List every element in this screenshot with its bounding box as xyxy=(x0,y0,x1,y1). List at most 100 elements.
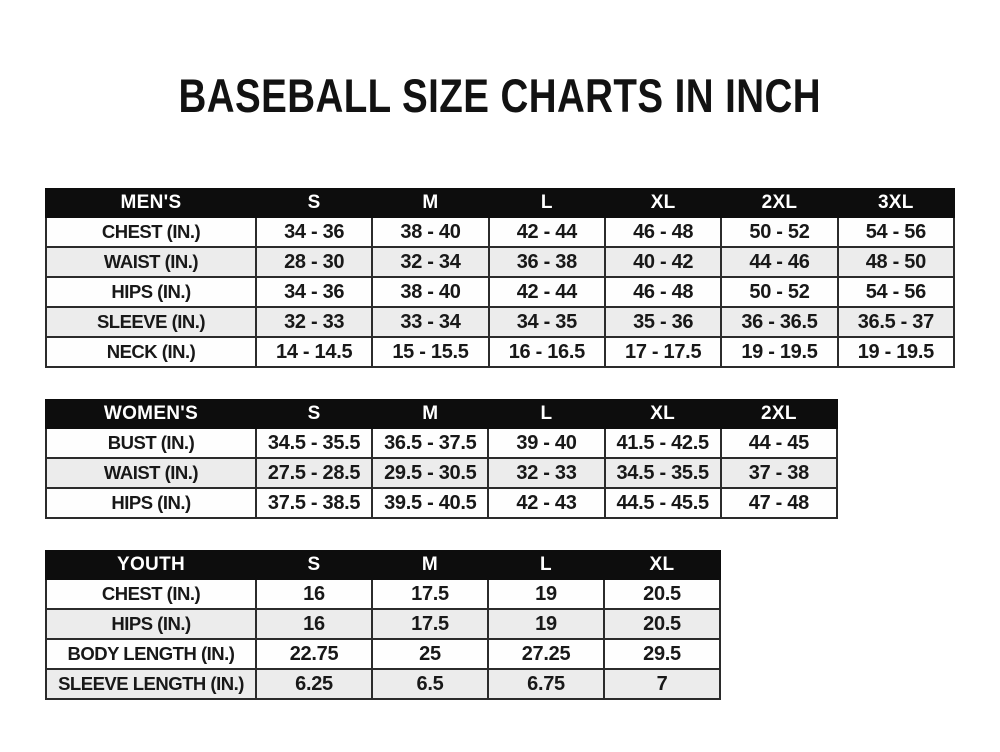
size-value-cell: 27.5 - 28.5 xyxy=(254,457,374,489)
column-header: S xyxy=(255,550,373,580)
table-row: BODY LENGTH (IN.) 22.75 25 27.25 29.5 xyxy=(45,638,721,670)
size-value-cell: 7 xyxy=(603,668,721,700)
column-header: 2XL xyxy=(719,399,839,429)
size-value-cell: 19 xyxy=(487,578,605,610)
size-value-cell: 25 xyxy=(371,638,489,670)
table-row: SLEEVE LENGTH (IN.) 6.25 6.5 6.75 7 xyxy=(45,668,721,700)
table-row: CHEST (IN.) 16 17.5 19 20.5 xyxy=(45,578,721,610)
size-value-cell: 42 - 43 xyxy=(487,487,606,519)
header-row: YOUTH S M L XL xyxy=(45,550,721,580)
size-value-cell: 34 - 35 xyxy=(487,306,606,338)
row-label: HIPS (IN.) xyxy=(45,276,257,308)
size-value-cell: 36 - 38 xyxy=(487,246,606,278)
column-header: XL xyxy=(603,550,721,580)
size-value-cell: 16 xyxy=(255,578,373,610)
size-value-cell: 32 - 33 xyxy=(254,306,374,338)
size-value-cell: 6.75 xyxy=(487,668,605,700)
column-header: L xyxy=(487,188,606,218)
size-value-cell: 20.5 xyxy=(603,608,721,640)
size-value-cell: 34 - 36 xyxy=(254,216,374,248)
row-label: NECK (IN.) xyxy=(45,336,257,368)
size-value-cell: 32 - 33 xyxy=(487,457,606,489)
size-value-cell: 17 - 17.5 xyxy=(603,336,723,368)
womens-group-header: WOMEN'S xyxy=(45,399,257,429)
page-title-text: BASEBALL SIZE CHARTS IN INCH xyxy=(178,69,822,122)
size-value-cell: 37 - 38 xyxy=(719,457,839,489)
size-value-cell: 33 - 34 xyxy=(371,306,490,338)
size-value-cell: 37.5 - 38.5 xyxy=(254,487,374,519)
size-value-cell: 16 - 16.5 xyxy=(487,336,606,368)
size-value-cell: 29.5 xyxy=(603,638,721,670)
row-label: SLEEVE (IN.) xyxy=(45,306,257,338)
column-header: 3XL xyxy=(836,188,956,218)
size-value-cell: 27.25 xyxy=(487,638,605,670)
size-value-cell: 22.75 xyxy=(255,638,373,670)
size-value-cell: 14 - 14.5 xyxy=(254,336,374,368)
column-header: M xyxy=(371,399,490,429)
size-value-cell: 36 - 36.5 xyxy=(720,306,839,338)
size-value-cell: 20.5 xyxy=(603,578,721,610)
column-header: XL xyxy=(603,188,723,218)
table-row: WAIST (IN.) 27.5 - 28.5 29.5 - 30.5 32 - 33… xyxy=(45,457,839,489)
size-value-cell: 28 - 30 xyxy=(254,246,374,278)
column-header: L xyxy=(487,399,606,429)
size-value-cell: 42 - 44 xyxy=(487,216,606,248)
row-label: CHEST (IN.) xyxy=(45,216,257,248)
size-value-cell: 15 - 15.5 xyxy=(371,336,490,368)
size-value-cell: 44 - 46 xyxy=(720,246,839,278)
size-value-cell: 36.5 - 37.5 xyxy=(371,427,490,459)
size-value-cell: 19 - 19.5 xyxy=(720,336,839,368)
size-value-cell: 34 - 36 xyxy=(254,276,374,308)
table-row: WAIST (IN.) 28 - 30 32 - 34 36 - 38 40 - 42 4… xyxy=(45,246,956,278)
table-row: HIPS (IN.) 16 17.5 19 20.5 xyxy=(45,608,721,640)
page-title: BASEBALL SIZE CHARTS IN INCH xyxy=(0,72,1000,120)
size-value-cell: 17.5 xyxy=(371,578,489,610)
size-value-cell: 39.5 - 40.5 xyxy=(371,487,490,519)
header-row: WOMEN'S S M L XL 2XL xyxy=(45,399,839,429)
row-label: SLEEVE LENGTH (IN.) xyxy=(45,668,257,700)
header-row: MEN'S S M L XL 2XL 3XL xyxy=(45,188,956,218)
size-value-cell: 19 - 19.5 xyxy=(836,336,956,368)
size-value-cell: 46 - 48 xyxy=(603,276,723,308)
size-value-cell: 39 - 40 xyxy=(487,427,606,459)
size-value-cell: 34.5 - 35.5 xyxy=(254,427,374,459)
table-row: SLEEVE (IN.) 32 - 33 33 - 34 34 - 35 35 - 36… xyxy=(45,306,956,338)
size-value-cell: 40 - 42 xyxy=(603,246,723,278)
row-label: BODY LENGTH (IN.) xyxy=(45,638,257,670)
size-value-cell: 44 - 45 xyxy=(719,427,839,459)
size-value-cell: 16 xyxy=(255,608,373,640)
size-value-cell: 44.5 - 45.5 xyxy=(603,487,722,519)
youth-size-table: YOUTH S M L XL CHEST (IN.) 16 17.5 19 20.5 HIPS (I… xyxy=(45,550,721,700)
column-header: S xyxy=(254,188,374,218)
size-value-cell: 47 - 48 xyxy=(719,487,839,519)
column-header: XL xyxy=(603,399,722,429)
table-row: CHEST (IN.) 34 - 36 38 - 40 42 - 44 46 - 48 5… xyxy=(45,216,956,248)
table-row: NECK (IN.) 14 - 14.5 15 - 15.5 16 - 16.5 17 … xyxy=(45,336,956,368)
table-row: HIPS (IN.) 37.5 - 38.5 39.5 - 40.5 42 - 43 4… xyxy=(45,487,839,519)
row-label: WAIST (IN.) xyxy=(45,457,257,489)
size-value-cell: 6.25 xyxy=(255,668,373,700)
size-value-cell: 38 - 40 xyxy=(371,216,490,248)
size-value-cell: 46 - 48 xyxy=(603,216,723,248)
row-label: CHEST (IN.) xyxy=(45,578,257,610)
size-value-cell: 29.5 - 30.5 xyxy=(371,457,490,489)
column-header: M xyxy=(371,550,489,580)
table-row: BUST (IN.) 34.5 - 35.5 36.5 - 37.5 39 - 40 4… xyxy=(45,427,839,459)
mens-group-header: MEN'S xyxy=(45,188,257,218)
column-header: L xyxy=(487,550,605,580)
size-value-cell: 35 - 36 xyxy=(603,306,723,338)
column-header: M xyxy=(371,188,490,218)
size-value-cell: 50 - 52 xyxy=(720,276,839,308)
size-value-cell: 36.5 - 37 xyxy=(836,306,956,338)
size-value-cell: 41.5 - 42.5 xyxy=(603,427,722,459)
row-label: HIPS (IN.) xyxy=(45,608,257,640)
size-value-cell: 32 - 34 xyxy=(371,246,490,278)
size-value-cell: 6.5 xyxy=(371,668,489,700)
size-value-cell: 48 - 50 xyxy=(836,246,956,278)
size-value-cell: 38 - 40 xyxy=(371,276,490,308)
size-value-cell: 54 - 56 xyxy=(836,216,956,248)
size-value-cell: 17.5 xyxy=(371,608,489,640)
size-value-cell: 54 - 56 xyxy=(836,276,956,308)
row-label: HIPS (IN.) xyxy=(45,487,257,519)
size-value-cell: 42 - 44 xyxy=(487,276,606,308)
